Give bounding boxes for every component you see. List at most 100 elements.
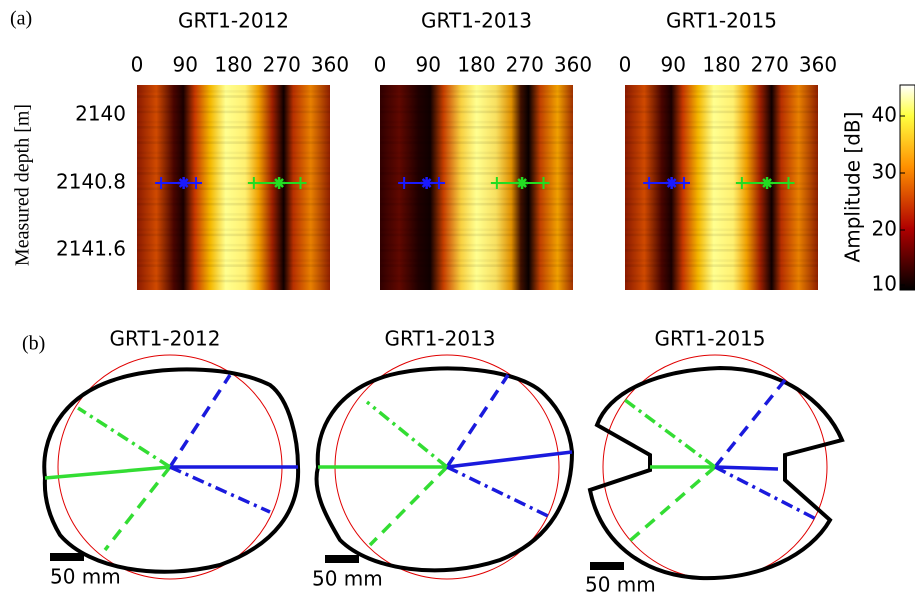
- x-tick-label: 180: [457, 53, 495, 77]
- scale-bar: [590, 562, 624, 570]
- panel-title: GRT1-2015: [666, 9, 777, 33]
- heatmap-texture: [380, 141, 573, 144]
- heatmap-texture: [380, 249, 573, 252]
- radius-line: [445, 374, 510, 468]
- marker: [294, 177, 307, 189]
- heatmap-texture: [137, 105, 330, 109]
- heatmap-texture: [380, 218, 573, 221]
- panel-title: GRT1-2012: [110, 327, 221, 351]
- heatmap-texture: [137, 110, 330, 114]
- x-tick-label: 90: [173, 53, 198, 77]
- heatmap-texture: [380, 274, 573, 278]
- marker: [189, 177, 202, 189]
- radius-line: [714, 465, 779, 471]
- x-tick-label: 0: [131, 53, 144, 77]
- radius-line: [44, 465, 171, 480]
- radius-line: [713, 378, 787, 469]
- radius-line: [77, 406, 171, 469]
- heatmap-texture: [625, 126, 818, 129]
- heatmap-texture: [137, 218, 330, 221]
- heatmap-texture: [380, 105, 573, 109]
- heatmap-texture: [137, 259, 330, 262]
- marker: [782, 177, 795, 189]
- marker: [398, 177, 411, 189]
- heatmap-texture: [625, 202, 818, 206]
- heatmap-texture: [380, 156, 573, 160]
- heatmap-texture: [380, 172, 573, 175]
- heatmap-texture: [137, 90, 330, 93]
- heatmap-texture: [625, 243, 818, 247]
- heatmap: [625, 85, 818, 290]
- y-tick-label: 2140: [75, 102, 126, 126]
- marker: [490, 177, 503, 189]
- heatmap-texture: [380, 202, 573, 206]
- heatmap-texture: [625, 156, 818, 160]
- radius-line: [103, 465, 172, 552]
- heatmap-texture: [137, 167, 330, 170]
- heatmap-texture: [380, 136, 573, 139]
- marker: [537, 177, 550, 189]
- heatmap: [137, 85, 330, 290]
- borehole-outline: [314, 366, 575, 573]
- heatmap-texture: [137, 172, 330, 175]
- x-tick-label: 0: [619, 53, 632, 77]
- x-tick-label: 90: [661, 53, 686, 77]
- heatmap-texture: [625, 95, 818, 98]
- heatmap-texture: [380, 213, 573, 216]
- marker: [177, 177, 190, 189]
- x-tick-label: 270: [751, 53, 789, 77]
- panel-title: GRT1-2013: [385, 327, 496, 351]
- heatmap-texture: [380, 279, 573, 283]
- heatmap-texture: [137, 264, 330, 267]
- heatmap-texture: [137, 151, 330, 155]
- marker: [516, 177, 529, 189]
- colorbar: [899, 84, 915, 291]
- heatmap-texture: [137, 233, 330, 237]
- heatmap-texture: [625, 213, 818, 216]
- radius-line: [446, 465, 549, 518]
- radius-line: [365, 400, 449, 469]
- scale-bar: [325, 555, 359, 563]
- marker: [735, 177, 748, 189]
- heatmap-texture: [625, 105, 818, 109]
- radius-line: [169, 465, 271, 514]
- heatmap-texture: [625, 279, 818, 283]
- heatmap-texture: [137, 243, 330, 247]
- x-tick-label: 360: [554, 53, 592, 77]
- heatmap-texture: [380, 228, 573, 232]
- heatmap-texture: [380, 126, 573, 129]
- y-axis-label: Measured depth [m]: [12, 104, 34, 266]
- heatmap-texture: [137, 156, 330, 160]
- heatmap-texture: [380, 243, 573, 247]
- radius-line: [623, 398, 717, 469]
- heatmap-texture: [380, 90, 573, 93]
- x-tick-label: 360: [799, 53, 837, 77]
- heatmap-texture: [137, 274, 330, 278]
- panel-title: GRT1-2013: [421, 9, 532, 33]
- x-tick-label: 90: [416, 53, 441, 77]
- heatmap-texture: [380, 167, 573, 170]
- heatmap-texture: [625, 151, 818, 155]
- scale-label: 50 mm: [312, 567, 383, 591]
- x-tick-label: 270: [506, 53, 544, 77]
- heatmap-texture: [380, 259, 573, 262]
- x-tick-label: 0: [374, 53, 387, 77]
- colorbar-label: Amplitude [dB]: [841, 112, 865, 263]
- heatmap-texture: [137, 197, 330, 201]
- radius-line: [168, 374, 232, 468]
- marker: [665, 177, 678, 189]
- panel-title: GRT1-2015: [655, 327, 766, 351]
- heatmap-texture: [625, 90, 818, 93]
- heatmap-texture: [137, 182, 330, 185]
- x-tick-label: 180: [702, 53, 740, 77]
- marker: [155, 177, 168, 189]
- marker: [432, 177, 445, 189]
- scale-label: 50 mm: [50, 565, 121, 589]
- heatmap-texture: [625, 141, 818, 144]
- heatmap-texture: [625, 197, 818, 201]
- scale-label: 50 mm: [585, 573, 656, 593]
- colorbar-tick-label: 30: [872, 160, 897, 184]
- heatmap: [380, 85, 573, 290]
- panel-label: (b): [22, 333, 45, 355]
